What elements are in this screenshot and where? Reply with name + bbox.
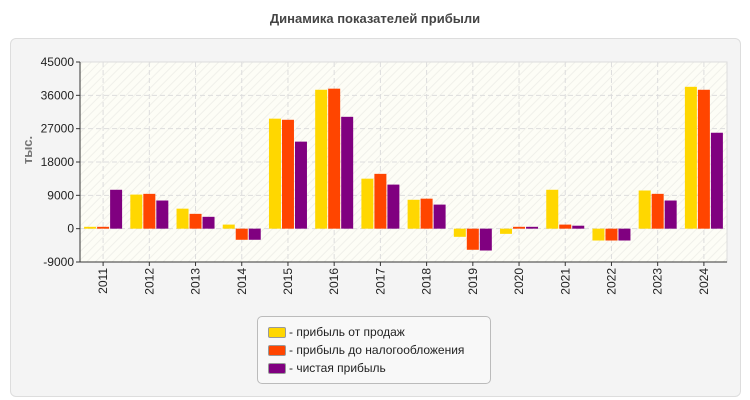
bar-2019-series-3 xyxy=(479,228,492,251)
bar-2011-series-3 xyxy=(110,189,123,229)
y-tick-label: 45000 xyxy=(41,55,75,69)
bar-2012-series-1 xyxy=(130,194,143,229)
y-tick-label: 9000 xyxy=(47,188,74,202)
x-tick-label: 2013 xyxy=(189,268,203,295)
bar-2013-series-1 xyxy=(176,208,189,229)
bar-2015-series-2 xyxy=(281,119,294,229)
x-tick-label: 2024 xyxy=(697,268,711,295)
bar-2017-series-1 xyxy=(361,178,374,229)
y-tick-label: 18000 xyxy=(41,155,75,169)
legend-label: - прибыль от продаж xyxy=(289,325,405,339)
bar-2018-series-2 xyxy=(420,198,433,229)
bar-2012-series-3 xyxy=(156,200,169,229)
bar-2024-series-2 xyxy=(697,89,710,229)
bar-2021-series-2 xyxy=(559,224,572,229)
bar-2018-series-3 xyxy=(433,204,446,229)
bar-2018-series-1 xyxy=(407,199,420,229)
bar-2016-series-1 xyxy=(315,89,328,229)
bar-2020-series-2 xyxy=(513,226,526,229)
bar-2023-series-1 xyxy=(638,190,651,229)
y-tick-label: -9000 xyxy=(43,255,74,269)
legend: - прибыль от продаж - прибыль до налогоо… xyxy=(257,316,491,384)
x-tick-label: 2019 xyxy=(466,268,480,295)
bar-2021-series-3 xyxy=(572,225,585,229)
legend-label: - прибыль до налогообложения xyxy=(289,343,465,357)
x-tick-label: 2021 xyxy=(558,268,572,295)
legend-item: - прибыль до налогообложения xyxy=(268,343,464,357)
bar-2019-series-1 xyxy=(453,228,466,237)
bar-2016-series-2 xyxy=(328,88,341,229)
bar-2011-series-1 xyxy=(84,226,97,229)
x-tick-label: 2015 xyxy=(281,268,295,295)
legend-item: - чистая прибыль xyxy=(268,361,386,375)
legend-swatch xyxy=(268,362,286,374)
bar-2022-series-2 xyxy=(605,228,618,241)
bar-2015-series-1 xyxy=(268,118,281,229)
bar-2014-series-3 xyxy=(248,228,261,240)
bar-2015-series-3 xyxy=(294,141,307,229)
legend-label: - чистая прибыль xyxy=(289,361,386,375)
bar-2013-series-2 xyxy=(189,213,202,229)
bar-2020-series-1 xyxy=(500,228,513,234)
bar-2022-series-3 xyxy=(618,228,631,241)
bar-2014-series-1 xyxy=(222,224,235,229)
legend-item: - прибыль от продаж xyxy=(268,325,405,339)
x-tick-label: 2017 xyxy=(373,268,387,295)
x-tick-label: 2022 xyxy=(604,268,618,295)
y-axis-label: тыс. xyxy=(20,136,35,164)
y-tick-label: 0 xyxy=(67,222,74,236)
legend-swatch xyxy=(268,344,286,356)
bar-2024-series-1 xyxy=(684,86,697,229)
x-tick-label: 2011 xyxy=(96,268,110,294)
bar-2017-series-3 xyxy=(387,184,400,229)
chart-title: Динамика показателей прибыли xyxy=(269,11,481,26)
bar-2020-series-3 xyxy=(526,226,539,229)
bar-2017-series-2 xyxy=(374,173,387,229)
x-tick-label: 2018 xyxy=(420,268,434,295)
x-tick-label: 2016 xyxy=(327,268,341,295)
bar-2023-series-3 xyxy=(664,200,677,229)
bar-2012-series-2 xyxy=(143,193,156,229)
bar-2023-series-2 xyxy=(651,193,664,229)
bar-2024-series-3 xyxy=(710,132,723,229)
x-tick-label: 2020 xyxy=(512,268,526,295)
bar-2013-series-3 xyxy=(202,216,215,229)
bar-2021-series-1 xyxy=(546,189,559,229)
legend-swatch xyxy=(268,326,286,338)
y-tick-label: 36000 xyxy=(41,88,75,102)
y-tick-label: 27000 xyxy=(41,122,75,136)
bar-2022-series-1 xyxy=(592,228,605,241)
x-tick-label: 2014 xyxy=(235,268,249,295)
bar-2014-series-2 xyxy=(235,228,248,240)
bar-2016-series-3 xyxy=(341,116,354,229)
bar-2019-series-2 xyxy=(466,228,479,250)
bar-2011-series-2 xyxy=(97,226,110,229)
x-tick-label: 2012 xyxy=(142,268,156,295)
x-tick-label: 2023 xyxy=(651,268,665,295)
